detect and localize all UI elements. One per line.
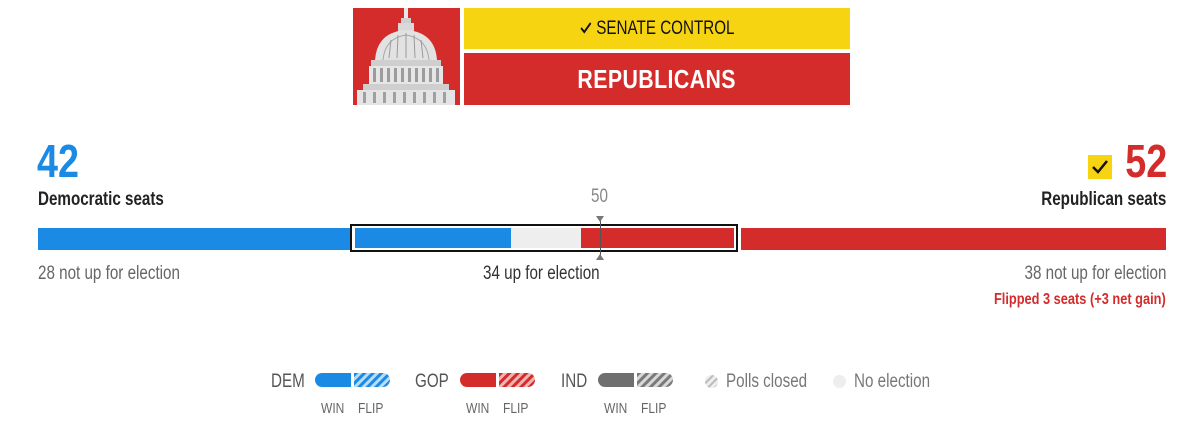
flip-note: Flipped 3 seats (+3 net gain) xyxy=(994,291,1166,308)
legend-gop-win-text: WIN xyxy=(466,400,490,417)
legend-dem-flip-text: FLIP xyxy=(358,400,384,417)
dem-seat-label: Democratic seats xyxy=(38,189,164,210)
majority-pointer-top xyxy=(596,216,604,222)
check-icon xyxy=(580,18,591,40)
dem-not-up-segment xyxy=(38,228,350,250)
dem-seat-count: 42 xyxy=(37,135,79,187)
legend-polls-closed-label: Polls closed xyxy=(726,371,808,392)
up-for-election-label: 34 up for election xyxy=(483,263,600,284)
seat-bar xyxy=(38,228,1166,250)
legend-ind-win-text: WIN xyxy=(604,400,628,417)
legend-ind-flip-swatch xyxy=(637,373,673,387)
rep-seat-label: Republican seats xyxy=(1040,189,1166,210)
legend-gop-win-swatch xyxy=(460,373,496,387)
majority-pointer-bottom xyxy=(596,254,604,260)
capitol-icon xyxy=(353,8,460,105)
majority-line xyxy=(600,218,601,258)
legend-polls-closed-swatch xyxy=(705,375,718,388)
rep-seat-count: 52 xyxy=(1125,135,1167,187)
legend-dem-win-text: WIN xyxy=(321,400,345,417)
legend-gop-flip-text: FLIP xyxy=(503,400,529,417)
rep-up-segment xyxy=(581,228,734,248)
dem-not-up-label: 28 not up for election xyxy=(38,263,180,284)
senate-control-header: SENATE CONTROL xyxy=(464,8,850,49)
legend-gop-flip-swatch xyxy=(499,373,535,387)
majority-marker-label: 50 xyxy=(591,186,608,207)
legend-no-election-label: No election xyxy=(854,371,931,392)
legend-ind-flip-text: FLIP xyxy=(641,400,667,417)
legend-dem-win-swatch xyxy=(315,373,351,387)
up-for-election-box xyxy=(350,224,738,252)
legend-gop-label: GOP xyxy=(415,371,449,392)
legend-dem-flip-swatch xyxy=(354,373,390,387)
winner-label: REPUBLICANS xyxy=(577,63,737,94)
winner-bar: REPUBLICANS xyxy=(464,53,850,105)
rep-not-up-segment xyxy=(741,228,1166,250)
undecided-segment xyxy=(511,228,581,248)
rep-not-up-label: 38 not up for election xyxy=(1024,263,1166,284)
legend-no-election-swatch xyxy=(833,375,846,388)
legend-ind-win-swatch xyxy=(598,373,634,387)
senate-control-label: SENATE CONTROL xyxy=(595,17,735,39)
senate-control-banner: SENATE CONTROL REPUBLICANS xyxy=(353,8,850,105)
dem-up-segment xyxy=(355,228,511,248)
legend-ind-label: IND xyxy=(561,371,588,392)
check-icon xyxy=(1088,155,1112,179)
legend-dem-label: DEM xyxy=(271,371,305,392)
